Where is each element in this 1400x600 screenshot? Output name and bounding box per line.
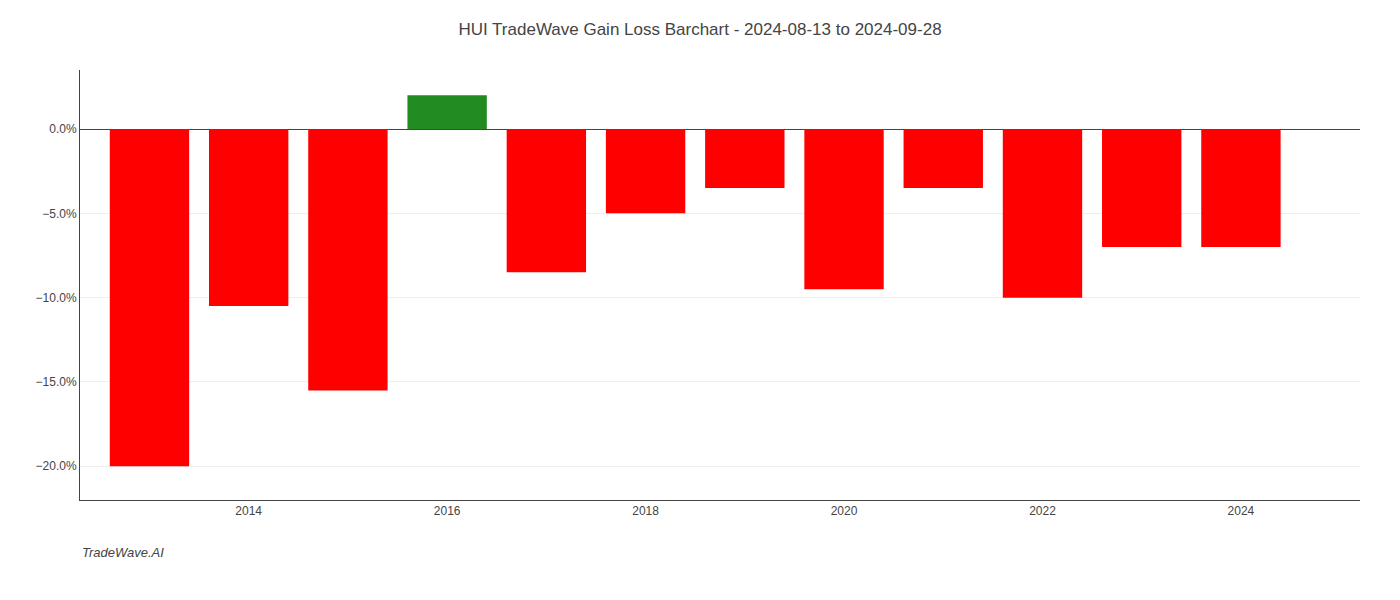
svg-text:−20.0%: −20.0%	[36, 459, 77, 473]
svg-text:−15.0%: −15.0%	[36, 375, 77, 389]
svg-text:TradeWave.AI: TradeWave.AI	[82, 545, 164, 560]
svg-text:2014: 2014	[235, 504, 262, 518]
svg-text:2024: 2024	[1228, 504, 1255, 518]
svg-text:2020: 2020	[831, 504, 858, 518]
svg-text:2018: 2018	[632, 504, 659, 518]
svg-text:−5.0%: −5.0%	[42, 207, 77, 221]
svg-text:2022: 2022	[1029, 504, 1056, 518]
svg-text:2016: 2016	[434, 504, 461, 518]
svg-text:0.0%: 0.0%	[49, 122, 77, 136]
svg-text:HUI TradeWave Gain Loss Barcha: HUI TradeWave Gain Loss Barchart - 2024-…	[458, 20, 941, 39]
svg-text:−10.0%: −10.0%	[36, 291, 77, 305]
